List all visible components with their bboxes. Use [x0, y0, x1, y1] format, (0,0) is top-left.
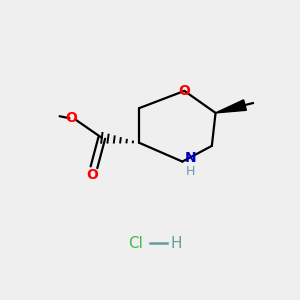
Text: N: N	[184, 151, 196, 165]
Text: O: O	[86, 168, 98, 182]
Text: O: O	[178, 84, 190, 98]
Text: H: H	[186, 165, 195, 178]
Text: H: H	[171, 236, 182, 251]
Text: O: O	[65, 111, 77, 125]
Polygon shape	[216, 100, 246, 113]
Text: Cl: Cl	[128, 236, 143, 251]
